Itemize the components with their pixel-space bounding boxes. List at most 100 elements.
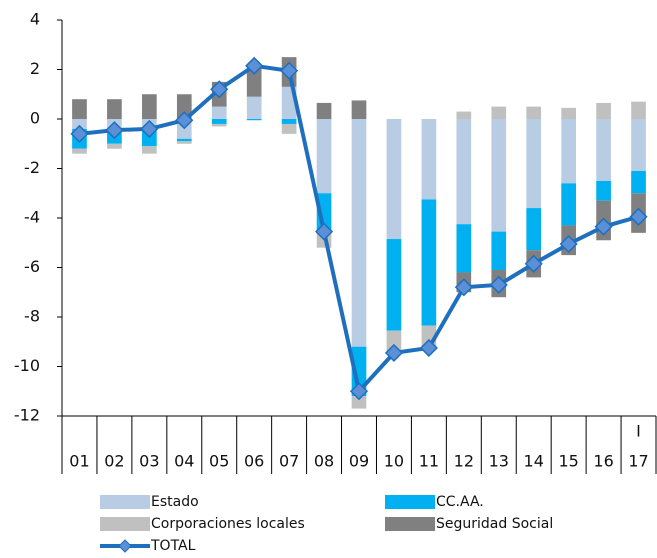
bar xyxy=(351,119,367,347)
bar xyxy=(421,199,437,326)
y-tick-label: -4 xyxy=(24,208,40,227)
bar xyxy=(526,106,542,119)
x-tick-label: 14 xyxy=(524,452,544,471)
bar xyxy=(631,119,646,171)
y-tick-label: -12 xyxy=(14,406,40,425)
bar xyxy=(107,143,122,149)
bar xyxy=(72,148,87,154)
total-marker xyxy=(524,254,543,273)
x-tick-label: 10 xyxy=(384,452,404,471)
bar xyxy=(456,224,472,273)
x-tick-label: 06 xyxy=(244,452,264,471)
total-marker xyxy=(349,382,369,401)
x-tick-label: 08 xyxy=(314,452,334,471)
bar xyxy=(142,146,157,154)
bar xyxy=(246,96,262,119)
y-tick-label: 2 xyxy=(30,59,40,78)
total-marker xyxy=(454,278,473,297)
y-tick-label: -8 xyxy=(24,307,40,326)
bar xyxy=(526,208,542,251)
x-tick-label: 15 xyxy=(558,452,578,471)
legend-label: TOTAL xyxy=(150,538,196,554)
x-tick-label: 01 xyxy=(69,452,89,471)
bar xyxy=(631,170,646,194)
bar xyxy=(631,101,646,119)
total-marker xyxy=(314,222,334,241)
bar xyxy=(561,107,576,119)
bar xyxy=(386,239,402,331)
x-tick-label: 07 xyxy=(279,452,299,471)
bar xyxy=(246,119,262,121)
x-tick-label: 09 xyxy=(349,452,369,471)
bar xyxy=(561,119,576,184)
total-marker xyxy=(384,343,404,362)
total-marker xyxy=(175,111,194,130)
bar xyxy=(421,119,437,200)
bar xyxy=(596,102,611,119)
bar xyxy=(142,94,157,119)
bar xyxy=(211,106,227,119)
bar xyxy=(281,119,297,124)
y-tick-label: -10 xyxy=(14,356,40,375)
y-tick-label: 0 xyxy=(30,109,40,128)
bar xyxy=(491,231,507,270)
x-annotation: I xyxy=(636,422,641,441)
total-marker xyxy=(559,234,578,254)
bar xyxy=(316,119,332,194)
legend-swatch xyxy=(100,517,150,531)
bar xyxy=(351,100,367,119)
bar xyxy=(211,119,227,124)
x-tick-label: 13 xyxy=(489,452,509,471)
bar xyxy=(72,99,87,119)
total-marker xyxy=(70,124,89,143)
bar xyxy=(246,64,262,97)
x-tick-label: 17 xyxy=(628,452,648,471)
bar xyxy=(176,138,192,142)
bar xyxy=(316,102,332,119)
x-tick-label: 02 xyxy=(104,452,124,471)
bar xyxy=(386,119,402,240)
bar xyxy=(456,111,472,119)
y-tick-label: -6 xyxy=(24,257,40,276)
bar xyxy=(491,119,507,232)
bar xyxy=(107,99,122,119)
bar xyxy=(351,396,367,409)
legend-swatch xyxy=(385,495,435,509)
bar xyxy=(456,119,472,225)
legend-marker xyxy=(118,539,132,553)
total-marker xyxy=(489,275,508,294)
y-tick-label: 4 xyxy=(30,10,40,29)
legend-label: Corporaciones locales xyxy=(151,516,305,532)
bar xyxy=(176,94,192,119)
x-tick-label: 05 xyxy=(209,452,229,471)
bar xyxy=(386,330,402,353)
bar xyxy=(596,180,611,201)
x-tick-label: 12 xyxy=(454,452,474,471)
legend-swatch xyxy=(385,517,435,531)
total-marker xyxy=(210,80,229,99)
bar xyxy=(561,183,576,226)
total-marker xyxy=(140,119,159,138)
bar xyxy=(211,123,227,127)
total-marker xyxy=(629,207,648,226)
legend-label: Estado xyxy=(151,494,199,510)
total-marker xyxy=(245,56,264,75)
bar xyxy=(72,119,87,129)
bar xyxy=(281,123,297,134)
total-marker xyxy=(105,121,124,140)
bar xyxy=(596,119,611,181)
bar xyxy=(491,106,507,119)
total-marker xyxy=(280,61,299,80)
legend-label: Seguridad Social xyxy=(436,516,553,532)
x-tick-label: 04 xyxy=(174,452,194,471)
legend-label: CC.AA. xyxy=(436,494,484,510)
x-tick-label: 11 xyxy=(419,452,439,471)
x-tick-label: 03 xyxy=(139,452,159,471)
bar xyxy=(176,141,192,144)
y-tick-label: -2 xyxy=(24,158,40,177)
bar xyxy=(526,119,542,209)
total-marker xyxy=(594,217,613,236)
legend-swatch xyxy=(100,495,150,509)
x-tick-label: 16 xyxy=(593,452,613,471)
